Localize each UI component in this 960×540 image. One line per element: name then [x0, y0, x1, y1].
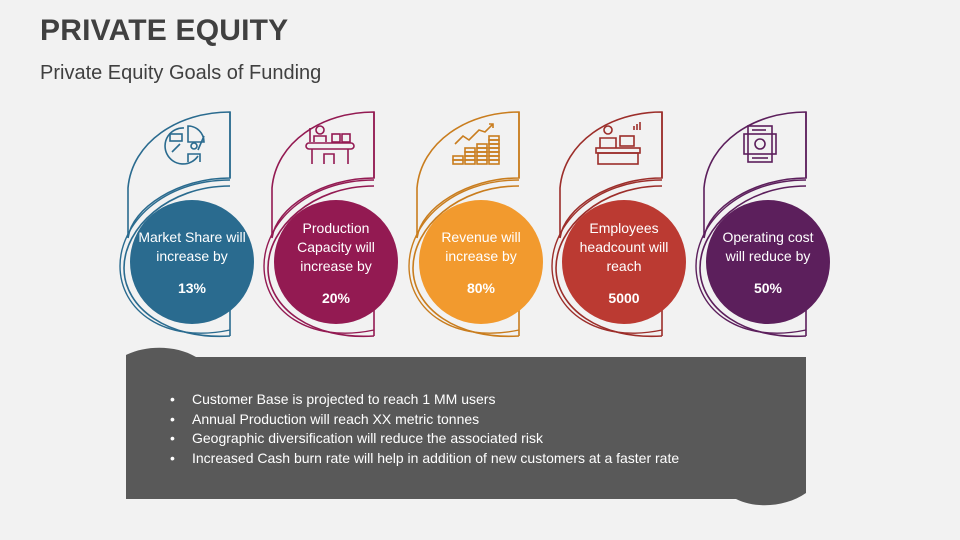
bullet-item: Geographic diversification will reduce t…	[170, 429, 679, 449]
goal-card-revenue: Revenue will increase by 80%	[407, 108, 557, 338]
goal-circle: Production Capacity will increase by 20%	[274, 200, 398, 324]
goal-label: Market Share will increase by	[138, 229, 246, 264]
revenue-coins-growth-icon	[452, 123, 500, 165]
market-share-pie-chart-icon	[164, 125, 205, 165]
goal-card-market-share: Market Share will increase by 13%	[118, 108, 268, 338]
goal-label: Production Capacity will increase by	[297, 219, 375, 274]
goal-circle: Operating cost will reduce by 50%	[706, 200, 830, 324]
goal-label: Operating cost will reduce by	[722, 229, 814, 264]
cash-bill-icon	[743, 125, 777, 163]
goal-value: 20%	[321, 289, 351, 306]
goal-value: 5000	[608, 289, 640, 306]
goal-circle: Market Share will increase by 13%	[130, 200, 254, 324]
bullet-item: Increased Cash burn rate will help in ad…	[170, 449, 679, 469]
goal-circle: Revenue will increase by 80%	[419, 200, 543, 324]
goal-label: Revenue will increase by	[441, 229, 521, 264]
goal-value: 13%	[177, 280, 207, 296]
card-frame	[119, 111, 231, 338]
goal-value: 50%	[753, 280, 783, 296]
employee-desk-icon	[595, 122, 641, 165]
production-conveyor-icon	[305, 125, 355, 164]
summary-bullet-list: Customer Base is projected to reach 1 MM…	[170, 390, 679, 468]
goal-value: 80%	[466, 280, 496, 296]
goal-card-employees-headcount: Employees headcount will reach 5000	[550, 108, 700, 338]
card-frame	[551, 111, 663, 338]
goal-label: Employees headcount will reach	[579, 219, 669, 274]
card-frame	[263, 111, 375, 338]
card-frame	[695, 111, 807, 338]
goal-card-operating-cost: Operating cost will reduce by 50%	[694, 108, 844, 338]
bullet-item: Annual Production will reach XX metric t…	[170, 410, 679, 430]
page-title: PRIVATE EQUITY	[40, 14, 289, 47]
card-frame	[408, 111, 520, 338]
goal-card-production-capacity: Production Capacity will increase by 20%	[262, 108, 412, 338]
goal-circle: Employees headcount will reach 5000	[562, 200, 686, 324]
bullet-item: Customer Base is projected to reach 1 MM…	[170, 390, 679, 410]
page-subtitle: Private Equity Goals of Funding	[40, 62, 322, 84]
